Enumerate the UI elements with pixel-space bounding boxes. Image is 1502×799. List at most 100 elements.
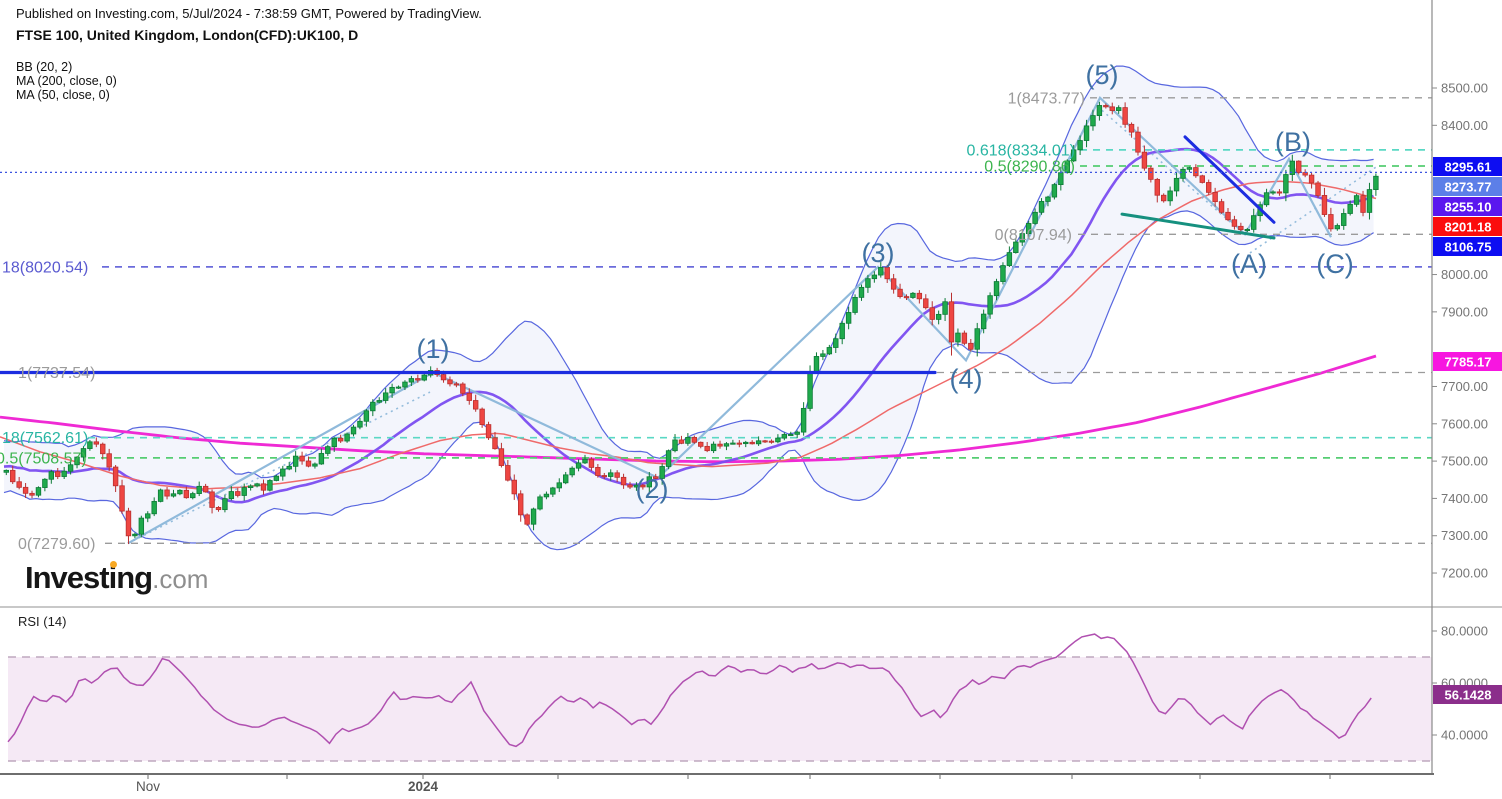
candle [125, 507, 132, 545]
candle-body [961, 332, 968, 344]
candle [1019, 231, 1025, 246]
candle-body [717, 443, 723, 447]
candle [382, 388, 389, 404]
candle-body [67, 464, 74, 472]
candle-body [550, 487, 556, 495]
candle-body [980, 313, 987, 330]
candle [151, 497, 157, 517]
candle [987, 292, 993, 319]
candle [665, 449, 672, 470]
candle [845, 306, 852, 330]
main-pane[interactable]: 1(8473.77) 0.618(8334.01)0.5(8290.86) 0(81… [0, 60, 1432, 553]
candle-body [1019, 233, 1025, 243]
candle-body [177, 489, 183, 495]
investing-watermark: Investing.com [25, 560, 208, 596]
candle-body [93, 441, 100, 445]
candle [505, 459, 511, 482]
candle [897, 283, 903, 299]
price-tick-label: 8000.00 [1441, 267, 1488, 282]
candle-body [820, 353, 826, 357]
candle-body [164, 489, 170, 497]
candle [337, 434, 344, 443]
candle-body [196, 485, 202, 494]
candle [1141, 145, 1148, 171]
time-axis-label[interactable]: Nov [136, 779, 160, 794]
candle [402, 380, 408, 391]
candle [993, 278, 1000, 301]
candle [260, 479, 267, 495]
candle [267, 479, 273, 492]
candle [22, 483, 29, 498]
candle [903, 294, 910, 301]
ma200-line [0, 354, 1377, 464]
badge-bg [1433, 685, 1502, 704]
candle [948, 292, 955, 356]
candle [299, 451, 305, 465]
candle [659, 463, 665, 485]
candle-body [87, 441, 93, 449]
candle [1077, 135, 1083, 156]
candle [370, 399, 376, 417]
candle-body [10, 469, 16, 483]
candle [1315, 180, 1321, 198]
badge-bg [1433, 237, 1502, 256]
candle [537, 494, 543, 511]
candle-body [1283, 174, 1289, 194]
candle-body [620, 476, 627, 486]
candle [1334, 223, 1341, 231]
candle [177, 489, 183, 496]
badge-text: 7785.17 [1445, 355, 1492, 370]
candle-body [260, 483, 267, 491]
candle [55, 468, 61, 480]
badge-bg [1433, 217, 1502, 236]
candle-body [472, 400, 479, 410]
candle-body [222, 498, 228, 511]
candle [878, 262, 884, 278]
candle-body [505, 465, 511, 481]
candle-body [138, 517, 145, 535]
candle-body [1341, 213, 1347, 226]
candle-body [781, 434, 788, 439]
rsi-tick-label: 40.0000 [1441, 728, 1488, 743]
candle [768, 439, 775, 444]
candle-body [1315, 182, 1321, 196]
candle-body [1251, 215, 1257, 230]
legend-ma50: MA (50, close, 0) [16, 88, 110, 102]
candle [479, 407, 485, 428]
price-tick-label: 7500.00 [1441, 454, 1488, 469]
candle-body [1334, 225, 1341, 230]
candle [196, 481, 202, 497]
price-badge: 8106.75 [1433, 237, 1502, 256]
candle [620, 473, 627, 489]
candle [550, 486, 556, 498]
candle-body [1276, 191, 1283, 194]
price-tick-label: 7300.00 [1441, 528, 1488, 543]
rsi-tick-label: 80.0000 [1441, 624, 1488, 639]
candle [1025, 220, 1032, 237]
rsi-pane[interactable] [7, 633, 1432, 762]
candle [1238, 222, 1244, 232]
candle-body [852, 296, 858, 313]
candle [833, 333, 839, 353]
candle-body [595, 467, 601, 476]
candle [672, 434, 678, 453]
candle [646, 472, 652, 493]
candle-body [241, 487, 247, 496]
candle [743, 440, 749, 448]
candle-body [929, 307, 935, 320]
time-axis-label[interactable]: 2024 [408, 779, 439, 794]
candle-body [1013, 241, 1019, 253]
candle [794, 430, 800, 439]
candle [749, 440, 755, 445]
candle-body [1263, 192, 1270, 206]
candle-body [1373, 175, 1379, 190]
candle [1347, 200, 1353, 216]
candle-body [1032, 211, 1038, 224]
bollinger-lower-line [3, 210, 1374, 551]
candle [736, 440, 743, 448]
candle [961, 330, 968, 346]
falling-trendline [1183, 135, 1276, 224]
candle [1064, 159, 1070, 174]
candle-body [1244, 229, 1250, 232]
